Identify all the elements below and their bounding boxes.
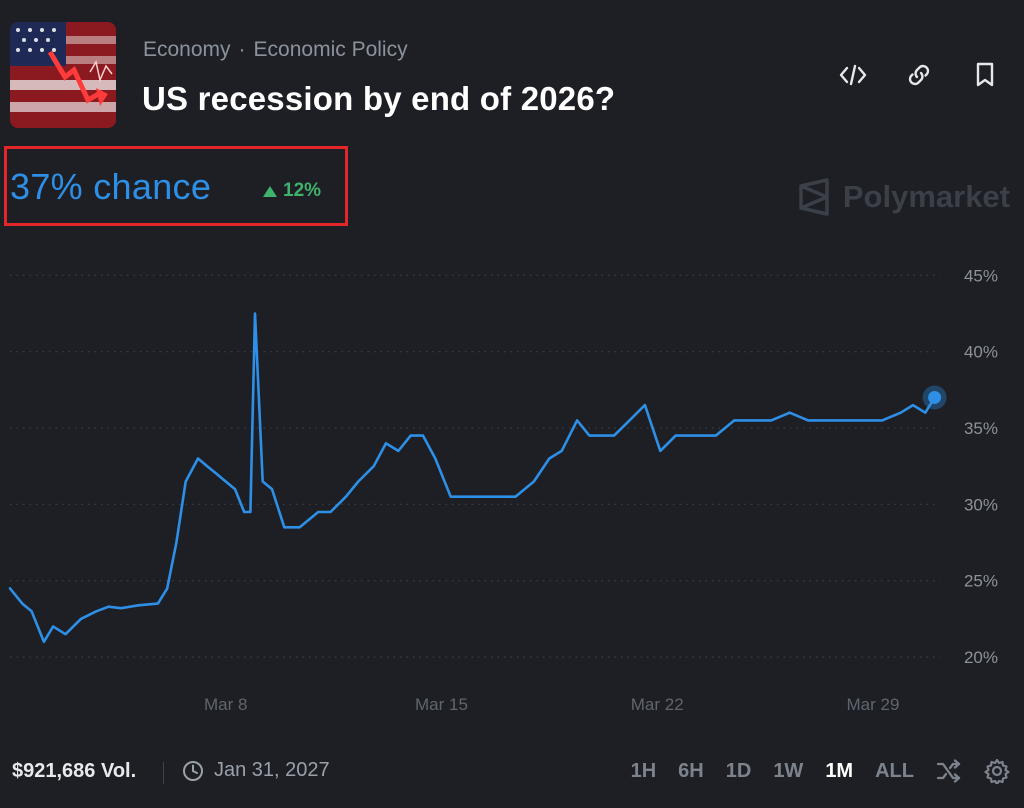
clock-icon [183,760,203,781]
y-tick-label: 30% [964,495,998,514]
breadcrumb-separator: · [238,38,246,61]
breadcrumb-item-economy[interactable]: Economy [143,38,231,61]
range-1d[interactable]: 1D [725,759,752,782]
embed-button[interactable] [838,60,868,90]
gear-icon [984,758,1010,784]
chart-y-axis: 20% 25% 30% 35% 40% 45% [964,266,998,667]
y-tick-label: 20% [964,648,998,667]
highlight-box [4,146,348,226]
price-chart[interactable]: 20%25%30%35%40%45% Mar 8 Mar 15 Mar 22 Mar … [0,230,1024,730]
last-point-marker [928,390,942,404]
end-date-value: Jan 31, 2027 [214,759,330,781]
range-1m[interactable]: 1M [825,759,854,782]
chart-grid [10,274,940,658]
chance-delta: 12% [263,180,321,202]
range-1h[interactable]: 1H [630,759,657,782]
bookmark-icon [976,62,994,87]
bookmark-button[interactable] [970,60,1000,90]
range-selector: 1H 6H 1D 1W 1M ALL [631,758,1010,784]
end-date: Jan 31, 2027 [182,759,330,782]
brand-name: Polymarket [842,179,1010,214]
y-tick-label: 45% [964,266,998,285]
header-actions [838,60,1000,90]
polymarket-logo-icon [799,178,829,216]
link-icon [908,64,930,86]
range-6h[interactable]: 6H [678,759,704,782]
arrow-up-icon [263,185,277,197]
x-tick-label: Mar 15 [415,695,468,714]
volume-label: $921,686 Vol. [12,760,137,782]
shuffle-button[interactable] [936,758,962,784]
x-tick-label: Mar 8 [204,695,247,714]
us-flag-market-crash-thumbnail [10,22,116,128]
range-all[interactable]: ALL [875,759,914,782]
copy-link-button[interactable] [904,60,934,90]
page-title: US recession by end of 2026? [142,80,616,117]
shuffle-icon [936,759,961,783]
embed-icon [839,64,867,86]
range-1w[interactable]: 1W [773,759,804,782]
chance-value: 37% chance [10,166,212,207]
y-tick-label: 35% [964,419,998,438]
chart-x-axis: Mar 8 Mar 15 Mar 22 Mar 29 [204,695,899,714]
series-line-yes [8,312,936,644]
breadcrumb: Economy · Economic Policy [143,38,408,62]
chart-footer: $921,686 Vol. Jan 31, 2027 1H 6H 1D 1W 1… [0,752,1024,792]
chance-delta-value: 12% [283,180,322,201]
x-tick-label: Mar 29 [846,695,899,714]
market-thumbnail [10,22,116,128]
settings-button[interactable] [984,758,1010,784]
x-tick-label: Mar 22 [631,695,684,714]
breadcrumb-item-economic-policy[interactable]: Economic Policy [253,38,408,61]
y-tick-label: 25% [964,572,998,591]
footer-divider [163,762,164,784]
y-tick-label: 40% [964,343,998,362]
polymarket-watermark: Polymarket [797,178,1010,216]
